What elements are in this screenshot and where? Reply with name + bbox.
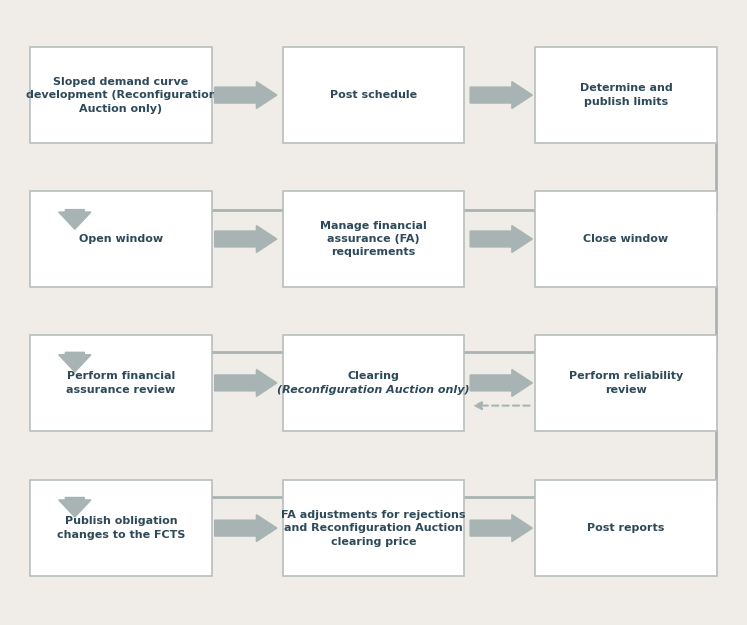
Text: FA adjustments for rejections: FA adjustments for rejections	[282, 509, 465, 519]
FancyBboxPatch shape	[536, 47, 717, 144]
Polygon shape	[470, 82, 533, 109]
Text: assurance (FA): assurance (FA)	[327, 234, 420, 244]
Polygon shape	[59, 352, 91, 372]
Text: Manage financial: Manage financial	[320, 221, 427, 231]
FancyBboxPatch shape	[536, 334, 717, 431]
Polygon shape	[214, 514, 277, 542]
Polygon shape	[59, 498, 91, 517]
FancyBboxPatch shape	[282, 47, 465, 144]
FancyBboxPatch shape	[30, 334, 211, 431]
Text: changes to the FCTS: changes to the FCTS	[57, 530, 185, 540]
Text: Close window: Close window	[583, 234, 669, 244]
Polygon shape	[214, 82, 277, 109]
FancyBboxPatch shape	[30, 480, 211, 576]
FancyBboxPatch shape	[30, 47, 211, 144]
Text: Sloped demand curve: Sloped demand curve	[53, 77, 188, 87]
Text: clearing price: clearing price	[331, 537, 416, 547]
Polygon shape	[214, 226, 277, 253]
Text: Publish obligation: Publish obligation	[65, 516, 177, 526]
Text: requirements: requirements	[332, 248, 415, 258]
FancyBboxPatch shape	[30, 191, 211, 288]
Text: (Reconfiguration Auction only): (Reconfiguration Auction only)	[277, 384, 470, 394]
Text: assurance review: assurance review	[66, 384, 176, 394]
Text: and Reconfiguration Auction: and Reconfiguration Auction	[284, 523, 463, 533]
FancyBboxPatch shape	[282, 334, 465, 431]
FancyBboxPatch shape	[536, 191, 717, 288]
Polygon shape	[470, 226, 533, 253]
Text: Post reports: Post reports	[587, 523, 665, 533]
Text: Open window: Open window	[79, 234, 163, 244]
Polygon shape	[214, 369, 277, 396]
Text: Perform financial: Perform financial	[66, 371, 175, 381]
Text: Clearing: Clearing	[347, 371, 400, 381]
Polygon shape	[470, 369, 533, 396]
Text: Post schedule: Post schedule	[330, 90, 417, 100]
FancyBboxPatch shape	[282, 480, 465, 576]
Text: development (Reconfiguration: development (Reconfiguration	[25, 90, 216, 100]
Text: Auction only): Auction only)	[79, 104, 163, 114]
Text: Determine and: Determine and	[580, 83, 672, 93]
FancyBboxPatch shape	[282, 191, 465, 288]
Text: review: review	[605, 384, 647, 394]
Text: Perform reliability: Perform reliability	[569, 371, 684, 381]
Text: publish limits: publish limits	[584, 97, 668, 107]
FancyBboxPatch shape	[536, 480, 717, 576]
Polygon shape	[470, 514, 533, 542]
Polygon shape	[59, 209, 91, 229]
